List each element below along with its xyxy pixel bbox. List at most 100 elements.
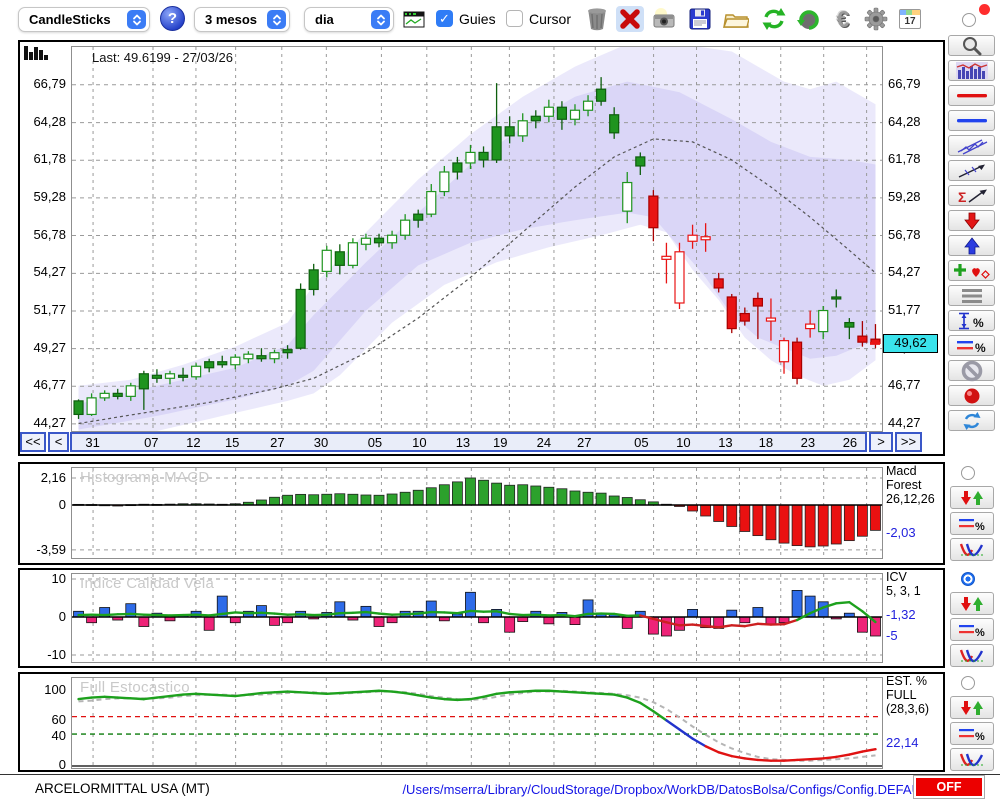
icv-y-top: 10 <box>51 571 66 586</box>
chevron-updown-icon <box>371 10 390 29</box>
undo-icon[interactable] <box>794 6 822 32</box>
date-axis-label: 13 <box>718 435 733 450</box>
interval-value: dia <box>315 12 334 27</box>
trash-icon[interactable] <box>583 6 611 32</box>
euro-icon[interactable]: € <box>836 5 850 32</box>
price-axis-label-right: 51,77 <box>888 301 921 317</box>
calendar-icon[interactable]: 17 <box>896 6 924 32</box>
add-marker-button[interactable] <box>948 260 995 281</box>
date-axis-label: 31 <box>85 435 100 450</box>
est-radio[interactable] <box>961 676 975 690</box>
config-path: /Users/mserra/Library/CloudStorage/Dropb… <box>402 782 958 797</box>
est-value: 22,14 <box>886 735 919 750</box>
record-button[interactable] <box>948 385 995 406</box>
delete-x-icon[interactable] <box>616 6 644 32</box>
price-axis-label-left: 59,28 <box>33 188 66 204</box>
nav-next-button[interactable]: > <box>869 432 893 452</box>
price-axis-label-right: 59,28 <box>888 188 921 204</box>
blue-hline-button[interactable] <box>948 110 995 131</box>
sigma-trendline-button[interactable]: Σ <box>948 185 995 206</box>
nav-prev-button[interactable]: < <box>48 432 69 452</box>
icv-arrows-button[interactable] <box>950 592 994 615</box>
date-axis-label: 27 <box>270 435 285 450</box>
macd-value: -2,03 <box>886 525 916 540</box>
arrows-updown-icon <box>961 700 983 715</box>
red-hline-icon <box>956 93 987 97</box>
macd-y-zero: 0 <box>58 497 66 512</box>
price-axis-label-right: 54,27 <box>888 264 921 280</box>
chevron-updown-icon <box>127 10 146 29</box>
interval-select[interactable]: dia <box>304 7 394 32</box>
refresh-icon[interactable] <box>760 6 788 32</box>
last-price-tag: 49,62 <box>883 334 938 353</box>
macd-curves-button[interactable] <box>950 538 994 561</box>
macd-y-bottom: -3,59 <box>36 542 66 557</box>
calendar-day: 17 <box>904 16 916 27</box>
macd-radio[interactable] <box>961 466 975 480</box>
stochastic-plot[interactable] <box>71 677 883 769</box>
disable-button[interactable] <box>948 360 995 381</box>
open-folder-icon[interactable] <box>722 6 750 32</box>
volume-chart-button[interactable] <box>948 60 995 81</box>
macd-plot[interactable] <box>71 467 883 559</box>
levels-button[interactable] <box>948 285 995 306</box>
icv-lines-percent-button[interactable]: % <box>950 618 994 641</box>
chart-type-select[interactable]: CandleSticks <box>18 7 150 32</box>
icv-radio[interactable] <box>961 572 975 586</box>
macd-lines-percent-button[interactable]: % <box>950 512 994 535</box>
arrow-up-button[interactable] <box>948 235 995 256</box>
chart-type-value: CandleSticks <box>29 12 111 27</box>
price-axis-label-left: 46,77 <box>33 377 66 393</box>
measure-percent-button[interactable]: % <box>948 310 995 331</box>
refresh-small-button[interactable] <box>948 410 995 431</box>
macd-y-top: 2,16 <box>40 470 66 485</box>
date-axis-label: 15 <box>224 435 240 450</box>
date-axis-label: 10 <box>676 435 691 450</box>
trendline-button[interactable] <box>948 160 995 181</box>
period-value: 3 mesos <box>205 12 258 27</box>
price-axis-label-left: 44,27 <box>33 414 66 430</box>
lines-percent-icon: % <box>959 624 985 639</box>
main-price-plot[interactable] <box>71 46 883 432</box>
curves-icon <box>959 543 984 556</box>
main-chart-radio[interactable] <box>962 13 976 27</box>
arrow-down-icon <box>963 212 980 230</box>
nav-first-button[interactable]: << <box>20 432 46 452</box>
zoom-tool-button[interactable] <box>948 35 995 56</box>
blue-hline-icon <box>956 118 987 122</box>
svg-text:%: % <box>975 341 986 355</box>
price-axis-label-left: 64,28 <box>33 113 66 129</box>
est-curves-button[interactable] <box>950 748 994 771</box>
add-marker-icon <box>953 263 990 279</box>
est-arrows-button[interactable] <box>950 696 994 719</box>
save-icon[interactable] <box>686 6 714 32</box>
histogram-mini-icon <box>24 44 50 67</box>
est-lines-percent-button[interactable]: % <box>950 722 994 745</box>
date-axis-label: 26 <box>842 435 858 450</box>
magnifier-icon <box>962 36 981 55</box>
chart-window-icon[interactable] <box>400 6 428 32</box>
camera-icon[interactable] <box>650 6 678 32</box>
price-axis-label-right: 66,79 <box>888 75 921 91</box>
off-button[interactable]: OFF <box>916 778 982 796</box>
date-axis-label: 19 <box>492 435 508 450</box>
nav-last-button[interactable]: >> <box>895 432 922 452</box>
cursor-checkbox[interactable] <box>506 10 523 27</box>
help-button[interactable]: ? <box>160 6 185 31</box>
arrow-down-button[interactable] <box>948 210 995 231</box>
icv-bar-value: -5 <box>886 628 898 643</box>
red-hline-button[interactable] <box>948 85 995 106</box>
icv-y-bottom: -10 <box>47 647 66 662</box>
price-axis-label-right: 61,78 <box>888 151 921 167</box>
lines-percent-button[interactable]: % <box>948 335 995 356</box>
icv-plot[interactable] <box>71 573 883 663</box>
status-bar: ARCELORMITTAL USA (MT) /Users/mserra/Lib… <box>0 774 1000 800</box>
macd-arrows-button[interactable] <box>950 486 994 509</box>
guies-checkbox[interactable]: ✓ <box>436 10 453 27</box>
period-select[interactable]: 3 mesos <box>194 7 290 32</box>
gear-icon[interactable] <box>862 6 890 32</box>
question-icon: ? <box>167 10 178 27</box>
channel-button[interactable] <box>948 135 995 156</box>
icv-curves-button[interactable] <box>950 644 994 667</box>
price-axis-label-left: 66,79 <box>33 75 66 91</box>
